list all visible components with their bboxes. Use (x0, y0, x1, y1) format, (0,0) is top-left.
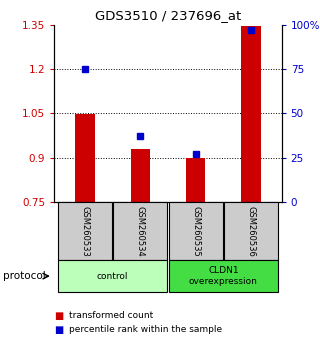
Text: transformed count: transformed count (69, 311, 153, 320)
Bar (75, 114, 95, 202)
Text: protocol: protocol (3, 271, 46, 281)
Text: ■: ■ (54, 325, 64, 335)
Text: GSM260534: GSM260534 (136, 206, 145, 256)
Bar (241, 26, 261, 202)
Text: GSM260536: GSM260536 (247, 206, 256, 256)
Bar (131, 149, 150, 202)
Title: GDS3510 / 237696_at: GDS3510 / 237696_at (95, 9, 241, 22)
Text: CLDN1
overexpression: CLDN1 overexpression (189, 267, 258, 286)
Text: control: control (97, 272, 128, 281)
Text: GSM260535: GSM260535 (191, 206, 200, 256)
Bar (186, 158, 205, 202)
Text: ■: ■ (54, 311, 64, 321)
Bar (169, 260, 278, 292)
Bar (58, 202, 112, 260)
Bar (224, 202, 278, 260)
Text: percentile rank within the sample: percentile rank within the sample (69, 325, 222, 335)
Bar (113, 202, 167, 260)
Bar (58, 260, 167, 292)
Text: GSM260533: GSM260533 (80, 206, 89, 256)
Bar (169, 202, 223, 260)
